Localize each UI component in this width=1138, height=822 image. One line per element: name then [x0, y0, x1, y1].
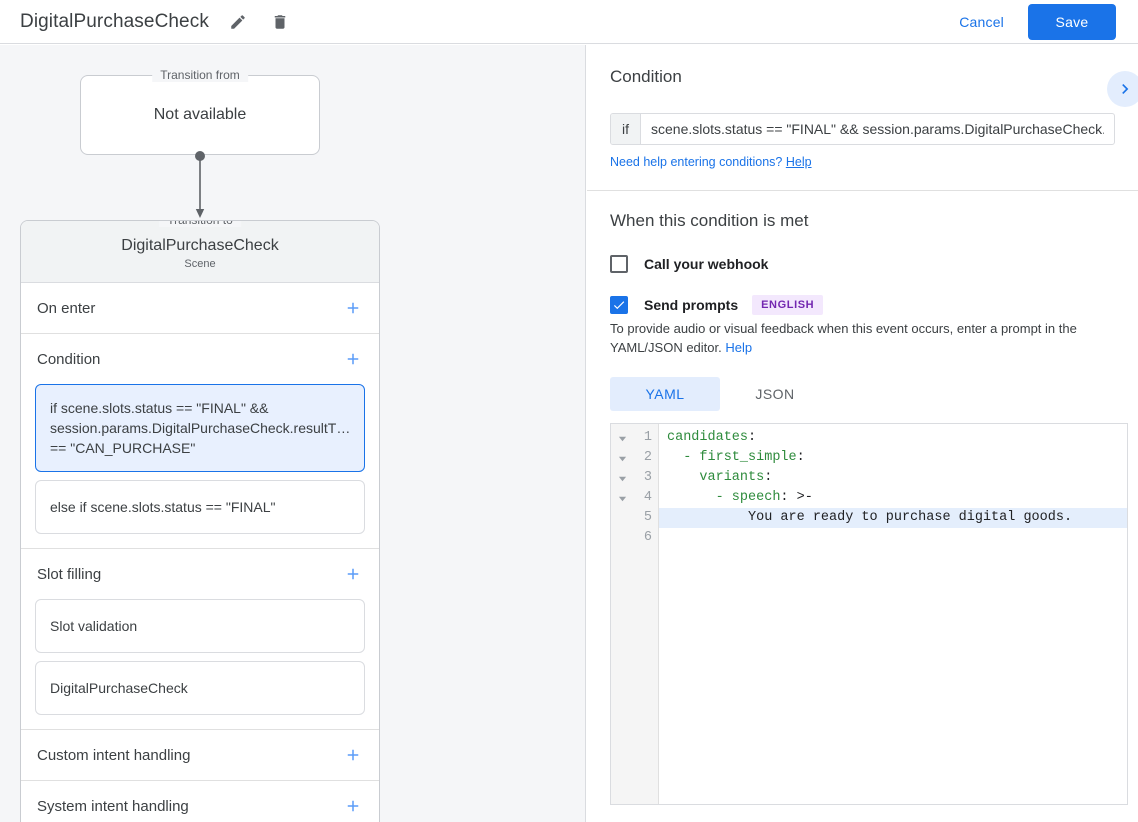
cancel-button[interactable]: Cancel	[959, 13, 1004, 30]
scene-canvas: Transition from Not available Transition…	[0, 45, 586, 822]
send-prompts-checkbox[interactable]	[610, 296, 628, 314]
fold-toggle-icon[interactable]	[611, 488, 633, 508]
code-line: - first_simple:	[683, 450, 805, 465]
prompt-help-link[interactable]: Help	[725, 340, 753, 355]
slot-item-digitalpurchasecheck[interactable]: DigitalPurchaseCheck	[35, 661, 365, 715]
fold-toggle-icon	[611, 528, 633, 548]
trash-icon[interactable]	[265, 7, 295, 37]
code-line: candidates:	[667, 430, 757, 445]
line-number: 2	[643, 450, 652, 465]
editor-format-tabs: YAML JSON	[610, 377, 1114, 411]
section-title-system-intent: System intent handling	[37, 797, 189, 815]
app-bar: DigitalPurchaseCheck Cancel Save	[0, 0, 1138, 44]
editor-code-area[interactable]: candidates: - first_simple: variants: - …	[659, 424, 1127, 804]
call-webhook-label: Call your webhook	[644, 256, 769, 272]
editor-line-numbers: 1 2 3 4 5 6	[633, 424, 659, 804]
add-custom-intent-icon[interactable]	[341, 743, 365, 767]
call-webhook-row[interactable]: Call your webhook	[610, 255, 1114, 273]
condition-help-line: Need help entering conditions? Help	[610, 155, 1114, 169]
section-custom-intent-handling: Custom intent handling	[21, 730, 379, 781]
line-number: 6	[643, 530, 652, 545]
code-line: - speech: >-	[715, 490, 813, 505]
condition-help-text: Need help entering conditions?	[610, 155, 783, 169]
fold-toggle-icon[interactable]	[611, 428, 633, 448]
add-slot-filling-icon[interactable]	[341, 562, 365, 586]
line-number: 3	[643, 470, 652, 485]
transition-from-legend: Transition from	[152, 68, 248, 82]
transition-to-legend: Transition to	[159, 221, 241, 227]
section-header-system-intent[interactable]: System intent handling	[21, 781, 379, 822]
page-title: DigitalPurchaseCheck	[20, 10, 209, 32]
when-condition-met-title: When this condition is met	[610, 211, 809, 230]
section-condition: Condition if scene.slots.status == "FINA…	[21, 334, 379, 549]
section-slot-filling: Slot filling Slot validation DigitalPurc…	[21, 549, 379, 730]
flow-connector-arrow	[195, 151, 205, 218]
send-prompts-row[interactable]: Send prompts ENGLISH	[610, 295, 1114, 315]
check-icon	[613, 301, 625, 310]
section-header-condition[interactable]: Condition	[21, 334, 379, 384]
condition-input[interactable]	[641, 114, 1114, 144]
send-prompts-label: Send prompts	[644, 297, 739, 313]
section-system-intent-handling: System intent handling	[21, 781, 379, 822]
if-prefix-label: if	[611, 114, 641, 144]
section-on-enter: On enter	[21, 283, 379, 334]
yaml-editor[interactable]: 1 2 3 4 5 6 candidates: - first_simple: varia…	[610, 423, 1128, 805]
section-header-on-enter[interactable]: On enter	[21, 283, 379, 333]
section-title-slot-filling: Slot filling	[37, 565, 102, 583]
call-webhook-checkbox[interactable]	[610, 255, 628, 273]
scene-type: Scene	[184, 258, 216, 270]
editor-fold-column	[611, 424, 633, 804]
transition-to-card: Transition to DigitalPurchaseCheck Scene…	[20, 220, 380, 822]
transition-from-value: Not available	[153, 106, 247, 123]
section-header-slot-filling[interactable]: Slot filling	[21, 549, 379, 599]
detail-panel: Condition if Need help entering conditio…	[587, 45, 1138, 822]
condition-help-link[interactable]: Help	[785, 155, 812, 169]
scene-header: Transition to DigitalPurchaseCheck Scene	[21, 221, 379, 283]
fold-toggle-icon	[611, 508, 633, 528]
section-title-condition: Condition	[37, 350, 101, 368]
fold-toggle-icon[interactable]	[611, 468, 633, 488]
pencil-icon[interactable]	[223, 7, 253, 37]
code-line	[659, 528, 1127, 548]
code-line: variants:	[699, 470, 773, 485]
language-badge: ENGLISH	[752, 295, 824, 315]
line-number: 5	[643, 510, 652, 525]
condition-section-title: Condition	[610, 67, 682, 86]
line-number: 4	[643, 490, 652, 505]
slot-filling-list: Slot validation DigitalPurchaseCheck	[21, 599, 379, 729]
section-title-custom-intent: Custom intent handling	[37, 746, 191, 764]
prompt-description-text: To provide audio or visual feedback when…	[610, 321, 1077, 355]
add-on-enter-icon[interactable]	[341, 296, 365, 320]
section-divider	[587, 190, 1138, 191]
prompt-description: To provide audio or visual feedback when…	[610, 319, 1110, 357]
save-button[interactable]: Save	[1028, 3, 1116, 40]
condition-item-else-if[interactable]: else if scene.slots.status == "FINAL"	[35, 480, 365, 534]
chevron-right-icon[interactable]	[1107, 71, 1138, 107]
condition-block: Condition if Need help entering conditio…	[587, 45, 1138, 191]
section-header-custom-intent[interactable]: Custom intent handling	[21, 730, 379, 780]
tab-yaml[interactable]: YAML	[610, 377, 720, 411]
slot-validation-item[interactable]: Slot validation	[35, 599, 365, 653]
add-condition-icon[interactable]	[341, 347, 365, 371]
add-system-intent-icon[interactable]	[341, 794, 365, 818]
scene-name: DigitalPurchaseCheck	[121, 237, 279, 254]
line-number: 1	[643, 430, 652, 445]
transition-from-box: Transition from Not available	[80, 68, 320, 155]
when-met-block: When this condition is met Call your web…	[587, 191, 1138, 805]
condition-list: if scene.slots.status == "FINAL" && sess…	[21, 384, 379, 548]
condition-item-selected[interactable]: if scene.slots.status == "FINAL" && sess…	[35, 384, 365, 472]
code-line: You are ready to purchase digital goods.	[659, 508, 1127, 528]
section-title-on-enter: On enter	[37, 299, 96, 317]
fold-toggle-icon[interactable]	[611, 448, 633, 468]
condition-input-row: if	[610, 113, 1115, 145]
tab-json[interactable]: JSON	[755, 386, 795, 402]
